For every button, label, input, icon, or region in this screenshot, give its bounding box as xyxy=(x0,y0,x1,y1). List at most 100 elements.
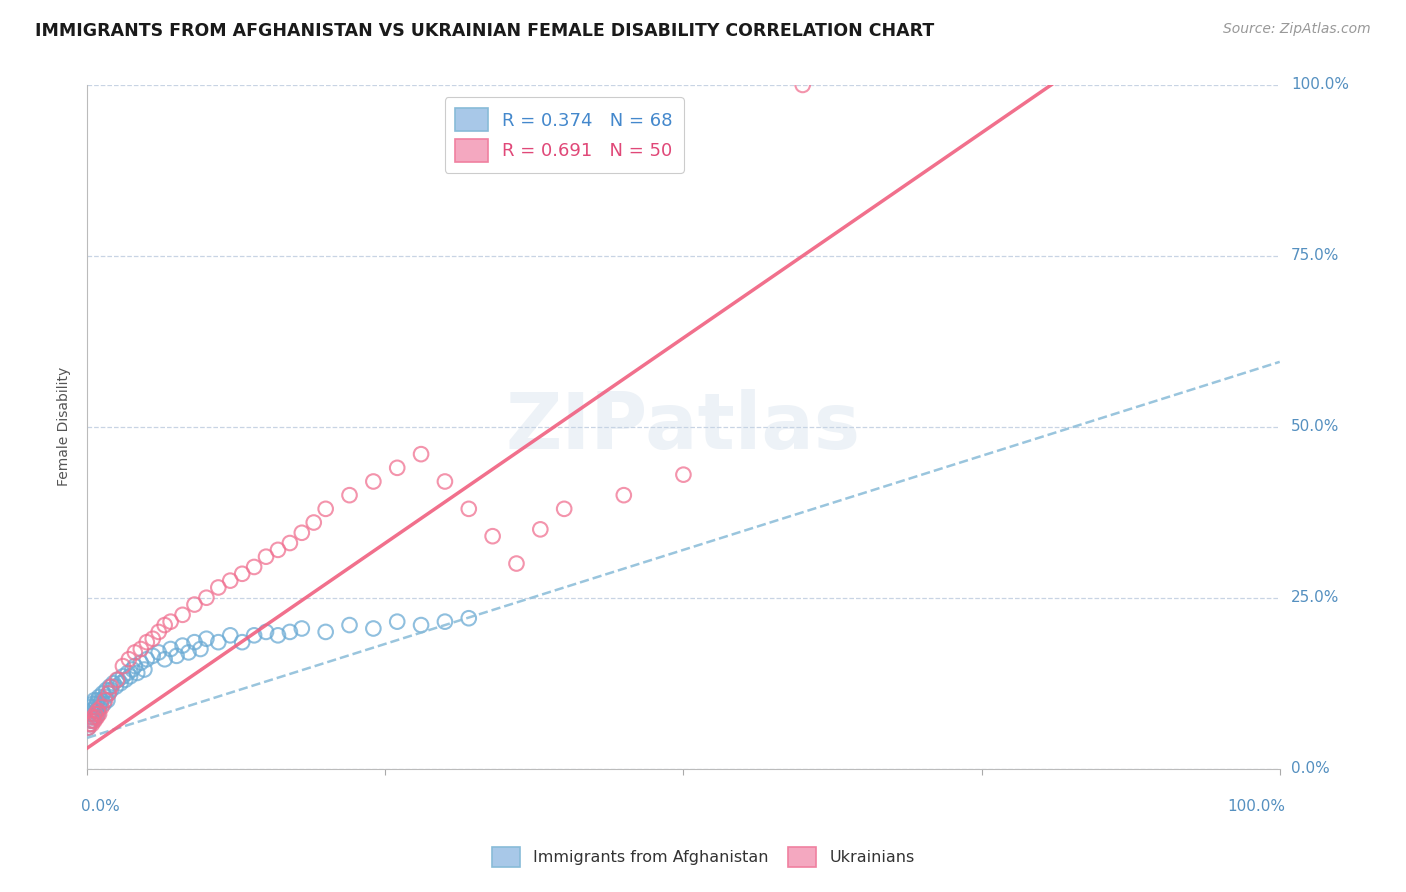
Point xyxy=(135,652,157,666)
Point xyxy=(267,542,290,557)
Point xyxy=(481,529,503,543)
Point xyxy=(231,635,253,649)
Point xyxy=(409,618,432,632)
Point xyxy=(134,663,156,677)
Point xyxy=(87,693,110,707)
Point xyxy=(111,659,134,673)
Point xyxy=(529,522,551,536)
Point xyxy=(153,618,176,632)
Text: 75.0%: 75.0% xyxy=(1291,248,1339,263)
Point xyxy=(124,645,146,659)
Point xyxy=(86,704,108,718)
Point xyxy=(433,615,456,629)
Point xyxy=(177,645,200,659)
Point xyxy=(80,704,103,718)
Point xyxy=(613,488,636,502)
Point xyxy=(90,693,112,707)
Point xyxy=(86,710,108,724)
Point xyxy=(103,676,125,690)
Point xyxy=(254,549,277,564)
Point xyxy=(87,706,110,721)
Point xyxy=(387,460,409,475)
Point xyxy=(148,645,170,659)
Point xyxy=(100,683,122,698)
Point xyxy=(129,656,152,670)
Point xyxy=(121,663,143,677)
Point xyxy=(80,714,103,728)
Point xyxy=(190,642,212,657)
Point xyxy=(363,622,385,636)
Point xyxy=(87,704,110,718)
Point xyxy=(135,635,157,649)
Point xyxy=(195,632,218,646)
Point xyxy=(97,686,120,700)
Point xyxy=(183,598,205,612)
Point xyxy=(83,706,105,721)
Point xyxy=(672,467,695,482)
Point xyxy=(91,686,114,700)
Text: 25.0%: 25.0% xyxy=(1291,591,1339,606)
Point xyxy=(120,669,142,683)
Point xyxy=(82,697,104,711)
Point xyxy=(100,680,122,694)
Point xyxy=(83,714,105,728)
Point xyxy=(387,615,409,629)
Point xyxy=(183,635,205,649)
Point xyxy=(159,642,181,657)
Point xyxy=(94,690,117,704)
Point xyxy=(84,706,107,721)
Point xyxy=(172,607,194,622)
Point xyxy=(207,581,229,595)
Point xyxy=(82,714,104,728)
Point xyxy=(505,557,527,571)
Text: 0.0%: 0.0% xyxy=(1291,761,1330,776)
Point xyxy=(231,566,253,581)
Point xyxy=(127,665,149,680)
Point xyxy=(90,700,112,714)
Text: IMMIGRANTS FROM AFGHANISTAN VS UKRAINIAN FEMALE DISABILITY CORRELATION CHART: IMMIGRANTS FROM AFGHANISTAN VS UKRAINIAN… xyxy=(35,22,935,40)
Point xyxy=(363,475,385,489)
Point xyxy=(107,673,129,687)
Point xyxy=(87,706,110,721)
Point xyxy=(553,501,575,516)
Point xyxy=(243,628,266,642)
Point xyxy=(117,665,139,680)
Legend: Immigrants from Afghanistan, Ukrainians: Immigrants from Afghanistan, Ukrainians xyxy=(485,841,921,873)
Point xyxy=(243,560,266,574)
Point xyxy=(315,624,337,639)
Point xyxy=(159,615,181,629)
Text: 100.0%: 100.0% xyxy=(1227,799,1285,814)
Point xyxy=(172,639,194,653)
Point xyxy=(142,632,165,646)
Point xyxy=(105,673,128,687)
Point xyxy=(457,611,479,625)
Point xyxy=(86,697,108,711)
Point xyxy=(87,690,110,704)
Point xyxy=(148,624,170,639)
Point xyxy=(124,659,146,673)
Point xyxy=(254,624,277,639)
Point xyxy=(94,693,117,707)
Point xyxy=(84,710,107,724)
Point xyxy=(339,488,361,502)
Text: ZIPatlas: ZIPatlas xyxy=(506,389,860,465)
Point xyxy=(291,525,314,540)
Legend: R = 0.374   N = 68, R = 0.691   N = 50: R = 0.374 N = 68, R = 0.691 N = 50 xyxy=(444,97,683,173)
Point xyxy=(409,447,432,461)
Point xyxy=(114,673,136,687)
Text: 100.0%: 100.0% xyxy=(1291,78,1348,93)
Point xyxy=(80,700,103,714)
Text: Source: ZipAtlas.com: Source: ZipAtlas.com xyxy=(1223,22,1371,37)
Point xyxy=(267,628,290,642)
Y-axis label: Female Disability: Female Disability xyxy=(58,368,72,486)
Point xyxy=(80,714,103,728)
Point xyxy=(96,693,118,707)
Point xyxy=(89,697,111,711)
Point xyxy=(96,683,118,698)
Point xyxy=(98,680,121,694)
Point xyxy=(110,676,132,690)
Point xyxy=(118,652,141,666)
Point xyxy=(433,475,456,489)
Point xyxy=(97,686,120,700)
Point xyxy=(93,697,115,711)
